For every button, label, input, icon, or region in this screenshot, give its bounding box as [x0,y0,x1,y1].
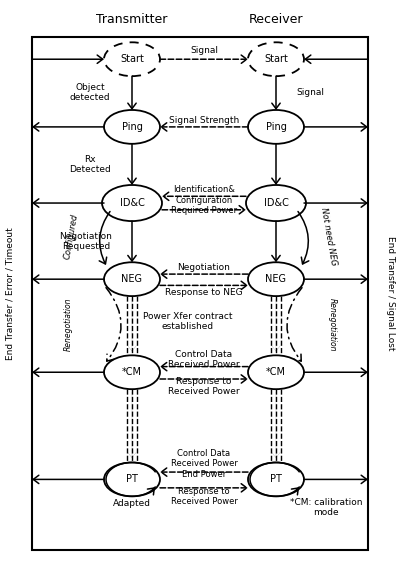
Text: Ping: Ping [122,122,142,132]
Text: Not need NEG: Not need NEG [319,207,338,267]
FancyArrowPatch shape [160,484,247,492]
FancyArrowPatch shape [33,275,104,283]
FancyArrowPatch shape [128,144,136,184]
Text: *CM: *CM [266,367,286,377]
Ellipse shape [248,42,304,76]
Text: Response to NEG: Response to NEG [165,288,243,297]
Ellipse shape [248,110,304,144]
FancyArrowPatch shape [32,55,103,63]
Text: ID&C: ID&C [120,198,144,208]
Text: Response to
Received Power: Response to Received Power [170,487,238,506]
FancyArrowPatch shape [272,144,280,184]
FancyArrowPatch shape [99,212,110,264]
Text: Negotiation
Requested: Negotiation Requested [60,232,112,251]
FancyArrowPatch shape [272,299,280,351]
Ellipse shape [246,185,306,221]
FancyArrowPatch shape [304,368,367,376]
FancyArrowPatch shape [272,76,280,109]
FancyArrowPatch shape [128,392,136,458]
Text: Renegotiation: Renegotiation [64,298,72,351]
Text: Negotiation: Negotiation [178,263,230,272]
Ellipse shape [248,262,304,296]
Ellipse shape [104,462,160,496]
Text: Control Data
Received Power
End Power: Control Data Received Power End Power [170,449,238,478]
Text: Adapted: Adapted [113,499,151,508]
FancyArrowPatch shape [287,288,302,361]
Text: Configured: Configured [63,213,80,261]
Text: Identification&
Configuration
Required Power: Identification& Configuration Required P… [171,186,237,215]
Ellipse shape [104,42,160,76]
Text: Receiver: Receiver [249,13,303,27]
Ellipse shape [248,355,304,389]
FancyArrowPatch shape [33,475,104,483]
Text: PT: PT [270,474,282,484]
FancyArrowPatch shape [33,199,104,207]
Ellipse shape [104,355,160,389]
Text: Signal Strength: Signal Strength [169,116,239,125]
Text: Object
detected: Object detected [70,83,110,102]
FancyArrowPatch shape [292,488,298,495]
Text: Control Data
Received Power: Control Data Received Power [168,350,240,369]
Text: *CM: calibration
mode: *CM: calibration mode [290,498,362,517]
Bar [32,37,368,550]
Text: Ping: Ping [266,122,286,132]
Ellipse shape [102,185,162,221]
Text: Start: Start [120,54,144,64]
Ellipse shape [248,462,304,496]
FancyArrowPatch shape [305,55,368,63]
FancyArrowPatch shape [106,288,121,361]
FancyArrowPatch shape [128,221,136,261]
Text: End Transfer / Error / Timeout: End Transfer / Error / Timeout [6,227,14,360]
Text: NEG: NEG [122,274,142,284]
FancyArrowPatch shape [161,468,248,476]
Text: PT: PT [126,474,138,484]
Text: Power Xfer contract
established: Power Xfer contract established [143,312,233,331]
FancyArrowPatch shape [161,123,248,131]
FancyArrowPatch shape [272,221,280,261]
Text: Renegotiation: Renegotiation [328,298,336,351]
Text: NEG: NEG [266,274,286,284]
Text: Transmitter: Transmitter [96,13,168,27]
FancyArrowPatch shape [304,475,367,483]
Text: ID&C: ID&C [264,198,288,208]
FancyArrowPatch shape [148,488,154,495]
Text: Response to
Received Power: Response to Received Power [168,377,240,396]
Text: End Transfer / Signal Lost: End Transfer / Signal Lost [386,236,394,351]
FancyArrowPatch shape [128,76,136,109]
FancyArrowPatch shape [161,270,248,278]
FancyArrowPatch shape [163,192,246,200]
FancyArrowPatch shape [160,55,247,63]
FancyArrowPatch shape [304,123,367,131]
FancyArrowPatch shape [128,299,136,351]
Text: Signal: Signal [296,88,324,97]
Text: Start: Start [264,54,288,64]
Ellipse shape [104,110,160,144]
FancyArrowPatch shape [160,281,247,289]
FancyArrowPatch shape [304,199,367,207]
FancyArrowPatch shape [162,206,245,214]
Text: Rx
Detected: Rx Detected [69,155,111,174]
FancyArrowPatch shape [304,275,367,283]
Ellipse shape [104,262,160,296]
Text: Signal: Signal [190,46,218,55]
FancyArrowPatch shape [161,363,248,371]
FancyArrowPatch shape [33,368,104,376]
FancyArrowPatch shape [272,392,280,458]
FancyArrowPatch shape [33,123,104,131]
FancyArrowPatch shape [160,375,247,383]
Text: *CM: *CM [122,367,142,377]
FancyArrowPatch shape [298,212,309,264]
